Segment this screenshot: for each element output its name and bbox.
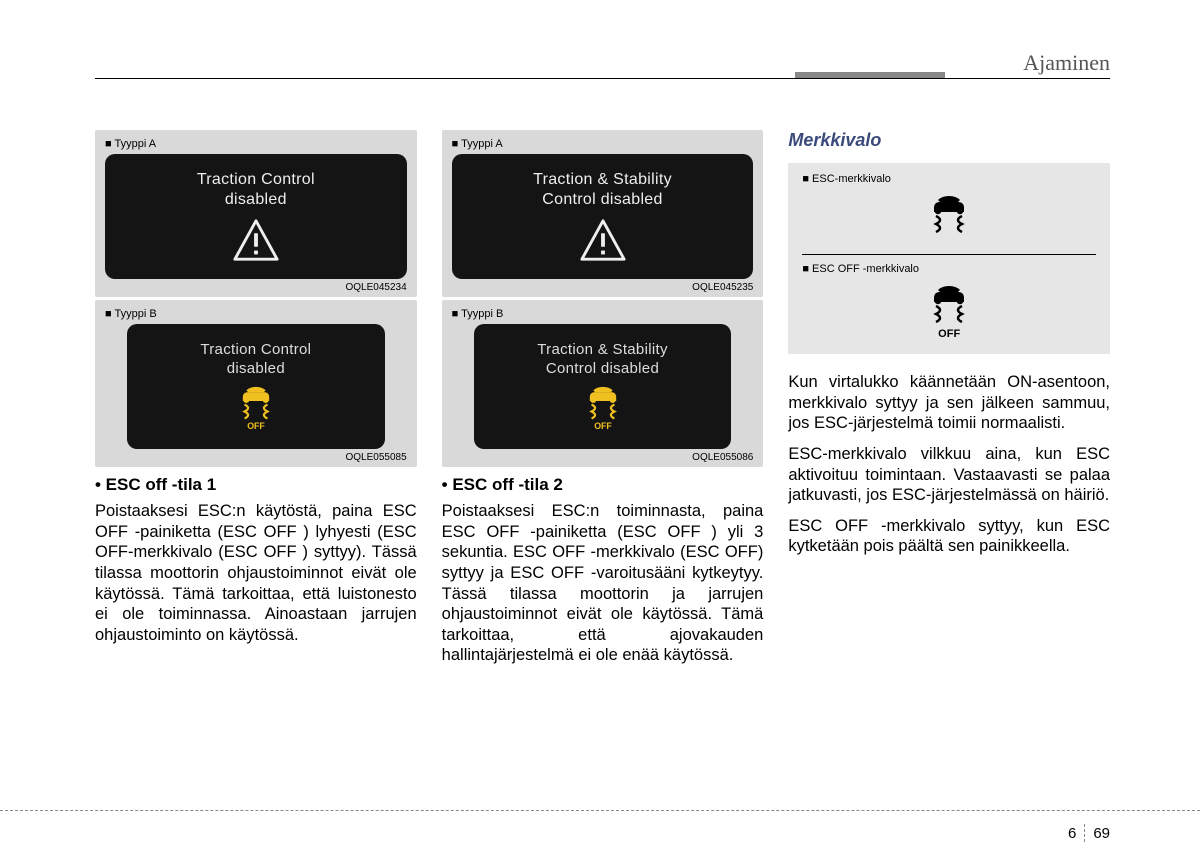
- display-typeA-col2: ■ Tyyppi A Traction & Stability Control …: [442, 130, 764, 297]
- esc-car-icon: [924, 193, 974, 235]
- svg-text:OFF: OFF: [247, 421, 265, 431]
- esc-indicator-icon-row: [802, 189, 1096, 250]
- column-1: ■ Tyyppi A Traction Control disabled OQL…: [95, 130, 417, 666]
- dashboard-screen: Traction & Stability Control disabled: [452, 154, 754, 279]
- esc-off-indicator-label: ■ ESC OFF -merkkivalo: [802, 263, 1096, 275]
- display-typeA-col1: ■ Tyyppi A Traction Control disabled OQL…: [95, 130, 417, 297]
- screen-message: Traction & Stability Control disabled: [537, 341, 668, 379]
- warning-triangle-icon: [578, 216, 628, 264]
- dashboard-screen: Traction Control disabled: [105, 154, 407, 279]
- esc-off-indicator-icon-row: OFF: [802, 279, 1096, 340]
- type-label: ■ Tyyppi B: [105, 308, 407, 320]
- page-num: 69: [1093, 825, 1110, 842]
- esc-mode-body: Poistaaksesi ESC:n käytöstä, paina ESC O…: [95, 501, 417, 645]
- page-number: 6 69: [1068, 824, 1110, 842]
- esc-mode-heading: • ESC off -tila 1: [95, 475, 417, 495]
- content-columns: ■ Tyyppi A Traction Control disabled OQL…: [95, 130, 1110, 666]
- warning-triangle-icon: [231, 216, 281, 264]
- type-label: ■ Tyyppi A: [452, 138, 754, 150]
- esc-indicator-label: ■ ESC-merkkivalo: [802, 173, 1096, 185]
- screen-message: Traction Control disabled: [197, 170, 315, 210]
- manual-page: Ajaminen ■ Tyyppi A Traction Control dis…: [0, 0, 1200, 856]
- esc-off-yellow-icon: OFF: [234, 384, 278, 432]
- column-2: ■ Tyyppi A Traction & Stability Control …: [442, 130, 764, 666]
- indicator-paragraph: ESC-merkkivalo vilkkuu aina, kun ESC akt…: [788, 444, 1110, 506]
- indicator-heading: Merkkivalo: [788, 130, 1110, 151]
- screen-message: Traction & Stability Control disabled: [533, 170, 672, 210]
- page-number-divider: [1084, 824, 1085, 842]
- image-code: OQLE055086: [452, 452, 754, 463]
- dashboard-screen-b: Traction & Stability Control disabled OF…: [474, 324, 732, 449]
- indicator-paragraph: Kun virtalukko käännetään ON-asentoon, m…: [788, 372, 1110, 434]
- chapter-number: 6: [1068, 825, 1076, 842]
- esc-off-yellow-icon: OFF: [581, 384, 625, 432]
- footer-cut-line: [0, 810, 1200, 811]
- esc-car-icon: [924, 283, 974, 325]
- display-typeB-col2: ■ Tyyppi B Traction & Stability Control …: [442, 300, 764, 467]
- image-code: OQLE055085: [105, 452, 407, 463]
- header-rule: [95, 78, 1110, 79]
- column-3: Merkkivalo ■ ESC-merkkivalo ■ ESC OFF -m…: [788, 130, 1110, 666]
- indicator-divider: [802, 254, 1096, 255]
- dashboard-screen-b: Traction Control disabled OFF: [127, 324, 385, 449]
- type-label: ■ Tyyppi B: [452, 308, 754, 320]
- screen-message: Traction Control disabled: [200, 341, 311, 379]
- esc-mode-heading: • ESC off -tila 2: [442, 475, 764, 495]
- indicator-panel: ■ ESC-merkkivalo ■ ESC OFF -merkkivalo O…: [788, 163, 1110, 354]
- image-code: OQLE045235: [452, 282, 754, 293]
- page-header: Ajaminen: [95, 50, 1110, 80]
- display-typeB-col1: ■ Tyyppi B Traction Control disabled OFF…: [95, 300, 417, 467]
- indicator-paragraph: ESC OFF -merkkivalo syttyy, kun ESC kytk…: [788, 516, 1110, 557]
- svg-text:OFF: OFF: [594, 421, 612, 431]
- off-label: OFF: [802, 328, 1096, 340]
- header-title: Ajaminen: [1013, 50, 1110, 76]
- image-code: OQLE045234: [105, 282, 407, 293]
- esc-mode-body: Poistaaksesi ESC:n toiminnasta, paina ES…: [442, 501, 764, 666]
- type-label: ■ Tyyppi A: [105, 138, 407, 150]
